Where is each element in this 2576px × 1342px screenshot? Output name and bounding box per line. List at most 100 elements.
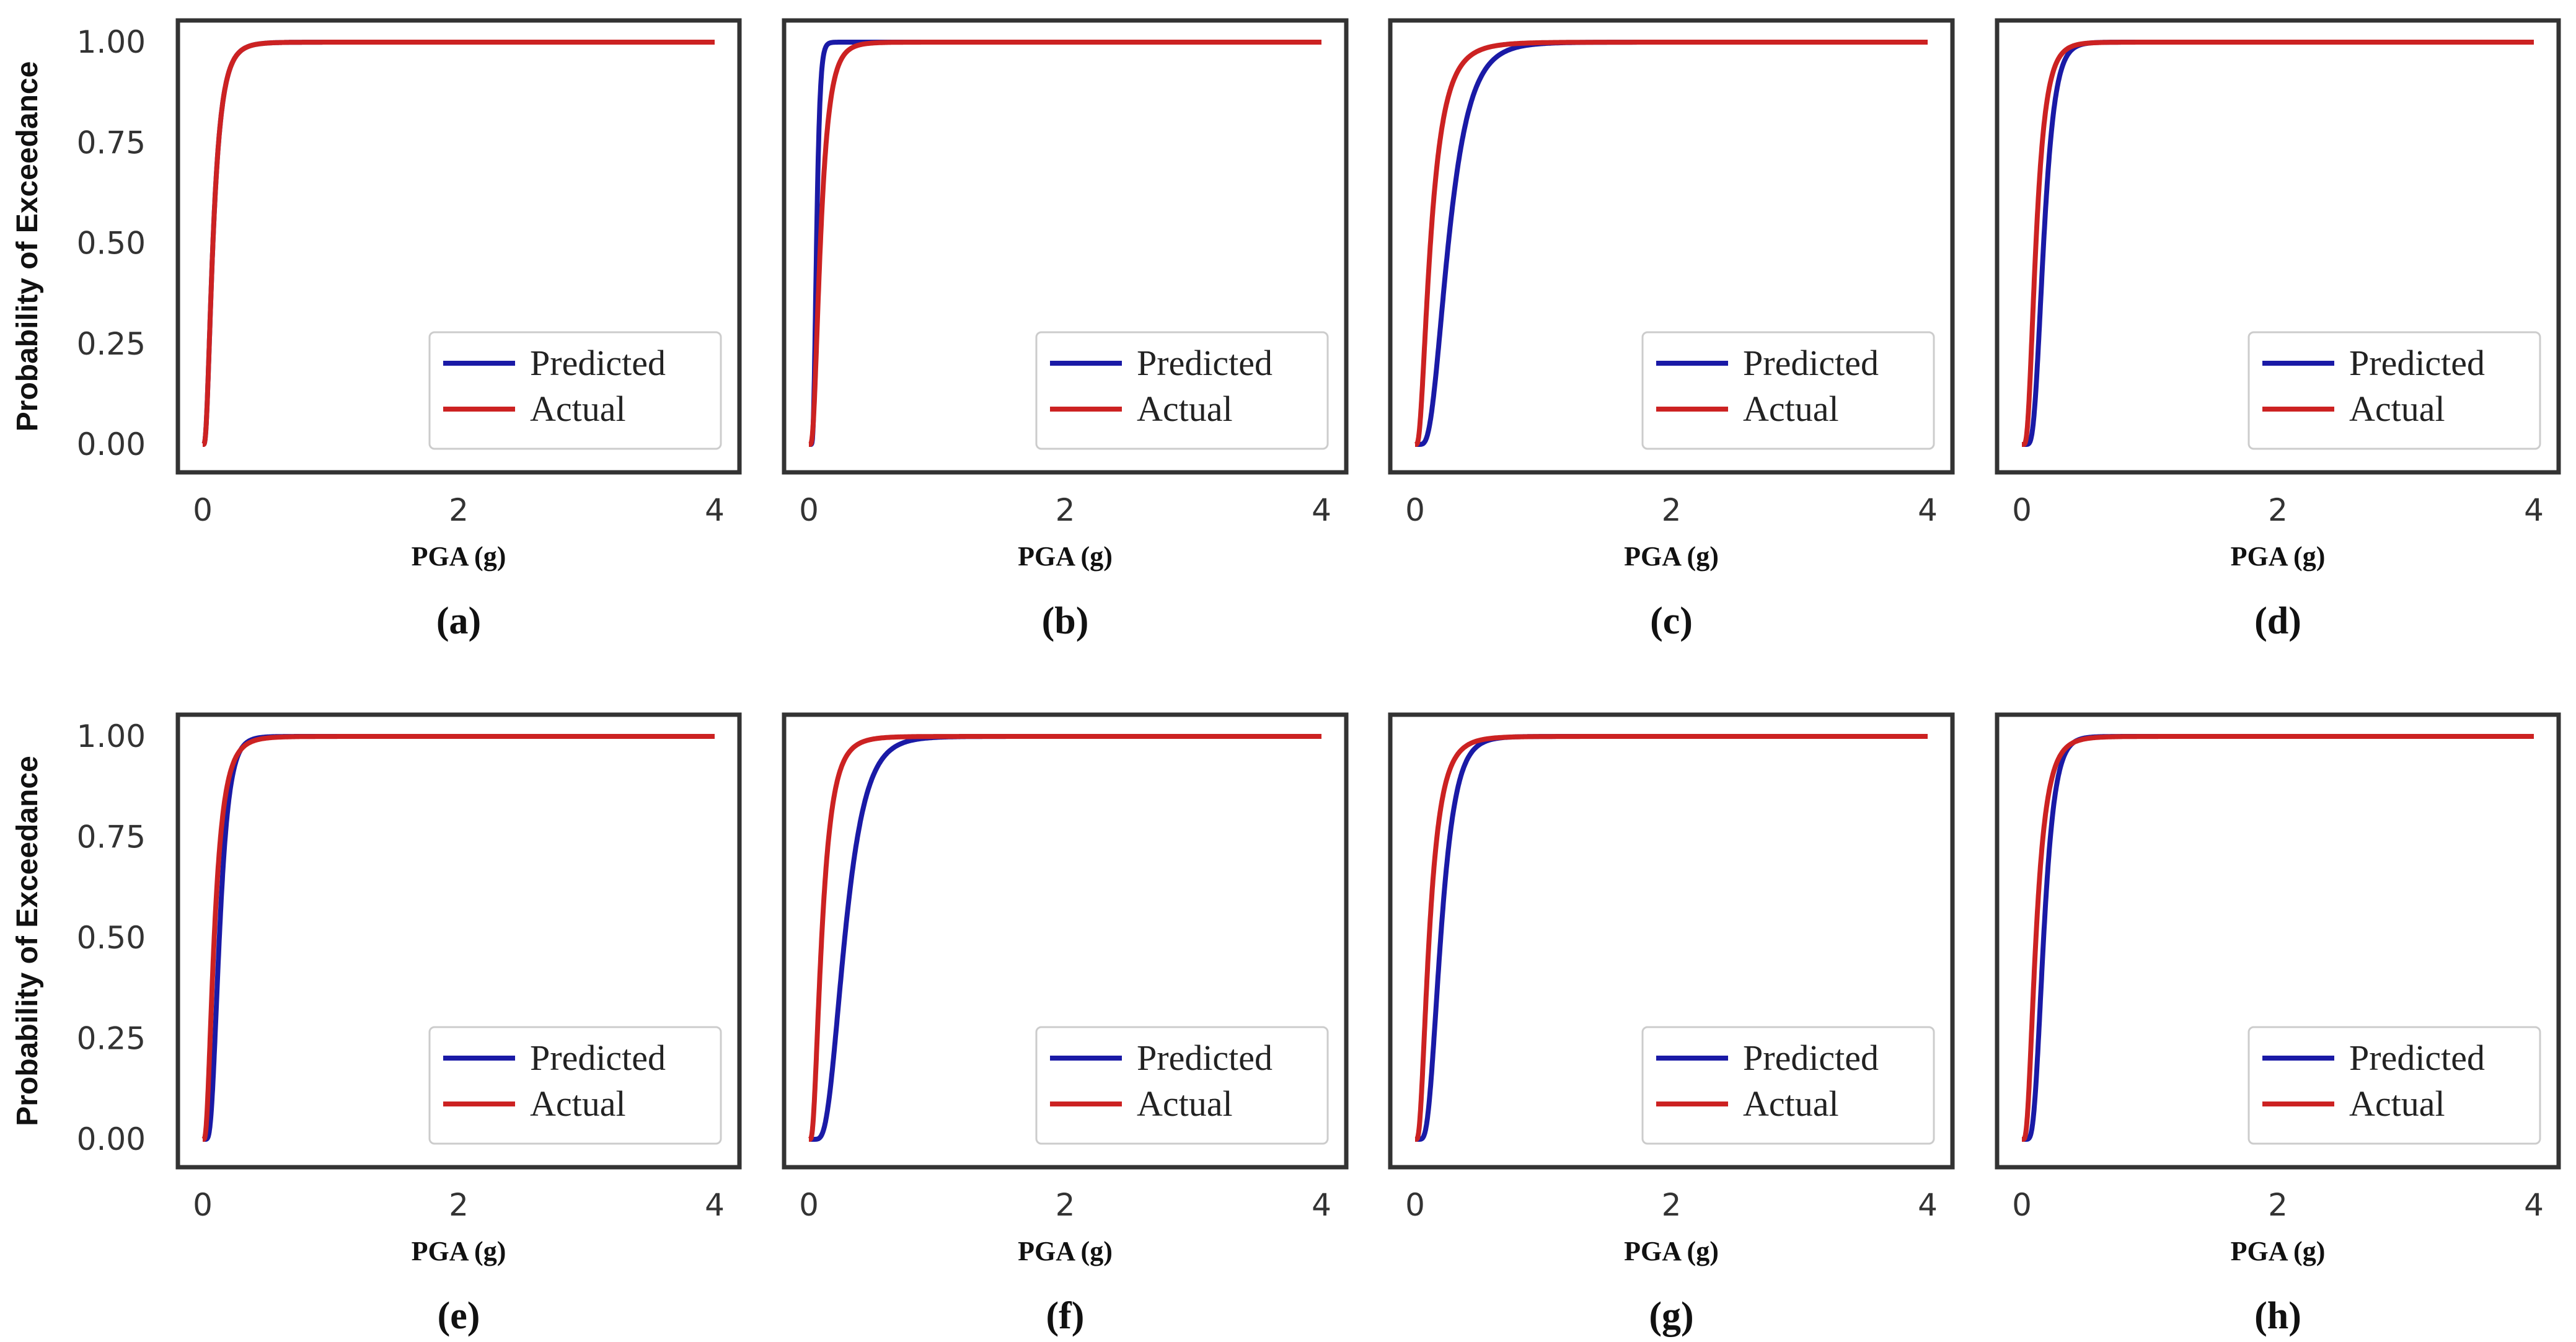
legend: Predicted Actual (2247, 331, 2541, 450)
x-tick-label: 0 (1405, 492, 1425, 528)
plot-frame (1995, 18, 2561, 475)
series-line-actual (200, 40, 716, 447)
plot-frame (175, 712, 742, 1170)
plot-frame (1388, 18, 1955, 475)
x-tick-label: 2 (1056, 492, 1075, 528)
y-tick-label: 1.00 (77, 718, 146, 754)
x-tick-label: 2 (2268, 492, 2288, 528)
x-tick-label: 0 (2012, 1187, 2032, 1223)
series-line-actual (806, 734, 1323, 1142)
x-axis-label: PGA (g) (1018, 1236, 1113, 1266)
legend-label-predicted: Predicted (530, 343, 666, 383)
legend-label-predicted: Predicted (1743, 1038, 1879, 1078)
legend-label-actual: Actual (2349, 1084, 2445, 1124)
legend: Predicted Actual (1035, 331, 1329, 450)
x-tick-label: 4 (1918, 492, 1938, 528)
panel-f: 0 2 4 PGA (g) (f) Predicted Actual (782, 712, 1349, 1337)
legend-label-predicted: Predicted (1137, 1038, 1273, 1078)
y-tick-label: 0.00 (77, 426, 146, 462)
x-axis-label: PGA (g) (1018, 541, 1113, 572)
panel-a: 0 2 4 0.00 0.25 0.50 0.75 1.00 Probability of Ex… (11, 18, 742, 642)
legend-label-actual: Actual (1743, 1084, 1839, 1124)
panel-caption: (e) (438, 1295, 480, 1337)
series-line-actual (1413, 734, 1929, 1142)
legend: Predicted Actual (428, 331, 722, 450)
plot-frame (1995, 712, 2561, 1170)
panel-b: 0 2 4 PGA (g) (b) Predicted Actual (782, 18, 1349, 642)
panel-caption: (b) (1042, 600, 1089, 642)
series-line-actual (2019, 734, 2535, 1142)
y-tick-label: 1.00 (77, 24, 146, 60)
legend-label-predicted: Predicted (1137, 343, 1273, 383)
y-tick-label: 0.25 (77, 326, 146, 362)
x-tick-label: 4 (1312, 1187, 1331, 1223)
series-line-actual (2019, 40, 2535, 447)
legend: Predicted Actual (2247, 1026, 2541, 1145)
panel-caption: (a) (436, 600, 481, 642)
x-tick-label: 2 (1662, 1187, 1682, 1223)
legend: Predicted Actual (1641, 331, 1935, 450)
y-axis-label: Probability of Exceedance (11, 756, 44, 1126)
x-tick-label: 0 (1405, 1187, 1425, 1223)
panel-caption: (c) (1650, 600, 1693, 642)
plot-frame (782, 18, 1349, 475)
x-axis-label: PGA (g) (412, 1236, 506, 1266)
y-tick-label: 0.50 (77, 226, 146, 262)
plot-frame (175, 18, 742, 475)
y-axis-label: Probability of Exceedance (11, 61, 44, 432)
legend: Predicted Actual (1641, 1026, 1935, 1145)
y-tick-label: 0.50 (77, 920, 146, 956)
x-axis-label: PGA (g) (2231, 541, 2326, 572)
x-tick-label: 0 (799, 492, 819, 528)
legend-label-actual: Actual (1137, 389, 1233, 429)
panel-caption: (d) (2254, 600, 2301, 642)
y-tick-label: 0.00 (77, 1121, 146, 1157)
series-line-actual (806, 40, 1323, 447)
legend-label-actual: Actual (530, 1084, 626, 1124)
legend-label-actual: Actual (1743, 389, 1839, 429)
x-tick-label: 0 (193, 1187, 213, 1223)
legend-label-predicted: Predicted (530, 1038, 666, 1078)
panel-g: 0 2 4 PGA (g) (g) Predicted Actual (1388, 712, 1955, 1337)
x-tick-label: 0 (2012, 492, 2032, 528)
legend-label-predicted: Predicted (1743, 343, 1879, 383)
y-tick-label: 0.75 (77, 125, 146, 161)
x-tick-label: 4 (2524, 1187, 2544, 1223)
panel-d: 0 2 4 PGA (g) (d) Predicted Actual (1995, 18, 2561, 642)
legend-label-actual: Actual (2349, 389, 2445, 429)
x-axis-label: PGA (g) (1624, 541, 1719, 572)
x-tick-label: 4 (705, 492, 725, 528)
plot-frame (1388, 712, 1955, 1170)
x-tick-label: 0 (799, 1187, 819, 1223)
panel-caption: (h) (2254, 1295, 2301, 1337)
series-line-actual (1413, 40, 1929, 447)
legend-label-actual: Actual (1137, 1084, 1233, 1124)
x-tick-label: 2 (449, 1187, 469, 1223)
panel-c: 0 2 4 PGA (g) (c) Predicted Actual (1388, 18, 1955, 642)
legend: Predicted Actual (1035, 1026, 1329, 1145)
x-tick-label: 4 (1312, 492, 1331, 528)
x-tick-label: 4 (2524, 492, 2544, 528)
legend-label-predicted: Predicted (2349, 1038, 2485, 1078)
x-axis-label: PGA (g) (412, 541, 506, 572)
y-tick-label: 0.75 (77, 819, 146, 855)
x-tick-label: 2 (449, 492, 469, 528)
x-axis-label: PGA (g) (2231, 1236, 2326, 1266)
panel-caption: (f) (1046, 1295, 1085, 1337)
x-tick-label: 2 (2268, 1187, 2288, 1223)
x-axis-label: PGA (g) (1624, 1236, 1719, 1266)
x-tick-label: 0 (193, 492, 213, 528)
x-tick-label: 4 (705, 1187, 725, 1223)
legend-label-predicted: Predicted (2349, 343, 2485, 383)
y-tick-label: 0.25 (77, 1021, 146, 1057)
x-tick-label: 2 (1662, 492, 1682, 528)
legend: Predicted Actual (428, 1026, 722, 1145)
x-tick-label: 2 (1056, 1187, 1075, 1223)
panel-e: 0 2 4 0.00 0.25 0.50 0.75 1.00 Probability of Ex… (11, 712, 742, 1337)
panel-h: 0 2 4 PGA (g) (h) Predicted Actual (1995, 712, 2561, 1337)
series-line-actual (200, 734, 716, 1142)
panel-caption: (g) (1649, 1295, 1693, 1337)
plot-frame (782, 712, 1349, 1170)
legend-label-actual: Actual (530, 389, 626, 429)
